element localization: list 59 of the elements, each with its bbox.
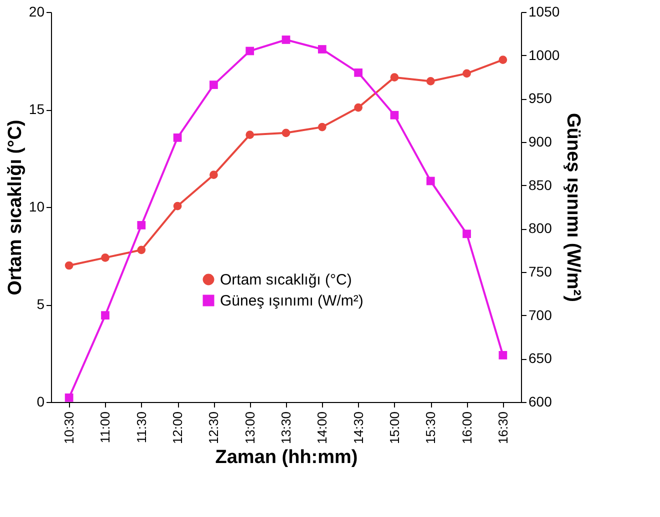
point xyxy=(426,176,435,186)
point xyxy=(101,311,110,320)
x-tick-label: 15:00 xyxy=(386,412,402,444)
x-tick-label: 12:30 xyxy=(206,412,222,444)
point xyxy=(354,103,362,112)
point xyxy=(137,221,146,230)
point xyxy=(282,36,290,44)
point xyxy=(64,261,74,270)
x-tick-label: 11:30 xyxy=(134,412,149,444)
point xyxy=(498,351,508,360)
legend-label: Güneş ışınımı (W/m²) xyxy=(220,292,364,310)
y2-tick-label: 1050 xyxy=(528,4,560,20)
x-tick-label: 12:00 xyxy=(170,412,186,444)
point xyxy=(173,202,182,210)
y2-tick-label: 950 xyxy=(528,90,552,106)
point xyxy=(426,77,435,86)
y-tick-label: 10 xyxy=(28,198,45,214)
x-tick-label: 16:00 xyxy=(459,412,474,444)
y2-tick-label: 900 xyxy=(528,134,552,150)
y-axis-title: Ortam sıcaklığı (°C) xyxy=(4,120,26,296)
x-tick-label: 14:30 xyxy=(350,412,366,444)
y2-tick-label: 850 xyxy=(528,176,552,193)
x-tick-label: 13:30 xyxy=(278,412,294,444)
point xyxy=(462,69,471,78)
x-tick-label: 11:00 xyxy=(98,412,113,444)
point xyxy=(137,246,146,254)
y-tick-label: 15 xyxy=(28,101,45,117)
y2-tick-label: 650 xyxy=(528,350,552,366)
point xyxy=(210,80,218,89)
point xyxy=(64,393,74,402)
legend-label: Ortam sıcaklığı (°C) xyxy=(220,272,352,288)
y-tick-label: 0 xyxy=(36,394,45,410)
x-tick-label: 10:30 xyxy=(62,412,77,444)
y2-tick-label: 600 xyxy=(528,394,552,410)
y2-tick-label: 1000 xyxy=(528,46,560,63)
point xyxy=(173,133,182,142)
point xyxy=(282,128,290,138)
x-tick-label: 15:30 xyxy=(423,412,438,444)
y2-tick-label: 800 xyxy=(528,220,552,236)
point xyxy=(462,230,471,238)
y2-tick-label: 750 xyxy=(528,264,552,280)
y-tick-label: 20 xyxy=(28,4,45,20)
y2-tick-label: 700 xyxy=(528,306,552,323)
x-tick-label: 13:00 xyxy=(242,412,258,444)
point xyxy=(390,73,399,82)
x-axis-title: Zaman (hh:mm) xyxy=(215,447,358,468)
point xyxy=(318,122,326,132)
point xyxy=(210,170,218,179)
y2-axis-title: Güneş ışınımı (W/m²) xyxy=(562,113,584,302)
point xyxy=(101,254,110,262)
point xyxy=(246,46,254,56)
point xyxy=(498,56,508,64)
point xyxy=(354,68,362,77)
point xyxy=(390,110,399,120)
x-tick-label: 14:00 xyxy=(314,412,330,444)
y-tick-label: 5 xyxy=(36,296,45,312)
point xyxy=(318,45,326,54)
point xyxy=(246,130,254,140)
x-tick-label: 16:30 xyxy=(495,412,510,444)
